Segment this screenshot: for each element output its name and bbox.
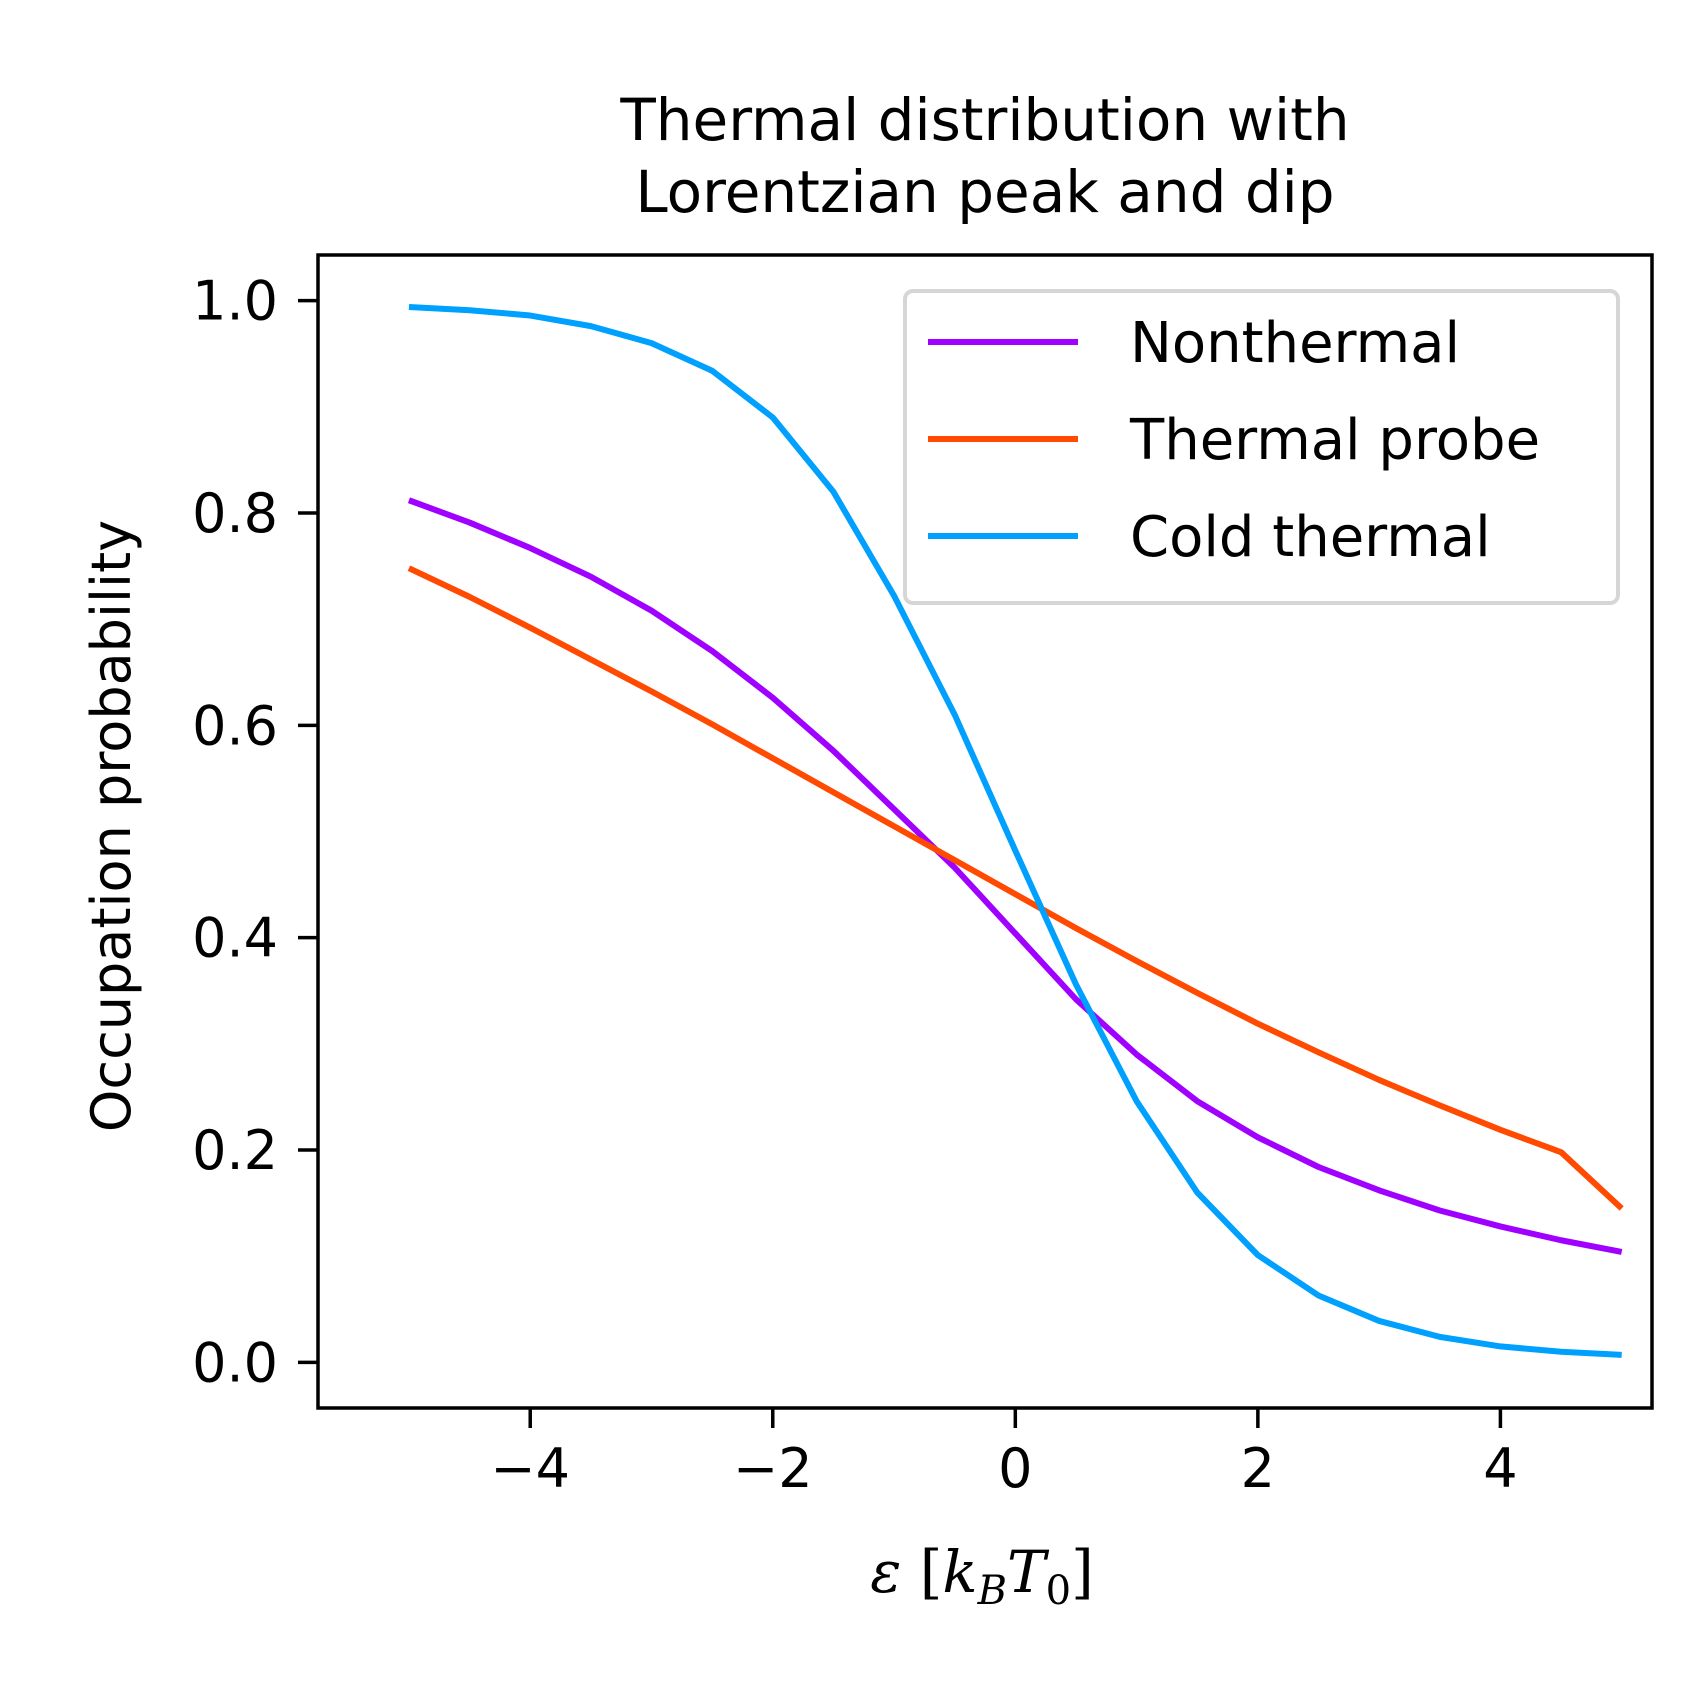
x-axis-label-k: k bbox=[942, 1538, 977, 1606]
series-line-nonthermal bbox=[407, 497, 1623, 1255]
x-tick-label: −2 bbox=[733, 1437, 813, 1500]
legend-label: Nonthermal bbox=[1130, 311, 1460, 376]
legend-label: Thermal probe bbox=[1129, 408, 1540, 473]
y-tick-label: 0.2 bbox=[192, 1119, 278, 1182]
plot-frame bbox=[316, 253, 1654, 1410]
legend: Nonthermal Thermal probe Cold thermal bbox=[903, 289, 1620, 605]
chart-title-line-1: Thermal distribution with bbox=[619, 86, 1349, 154]
legend-label: Cold thermal bbox=[1130, 505, 1491, 570]
y-tick-label: 0.8 bbox=[192, 482, 278, 545]
series-line-cold-thermal bbox=[408, 304, 1622, 1358]
x-tick-label: 2 bbox=[1241, 1437, 1275, 1500]
x-axis-label-epsilon: ε bbox=[870, 1538, 901, 1606]
y-tick-label: 0.6 bbox=[192, 694, 278, 757]
y-tick-label: 0.0 bbox=[192, 1331, 278, 1394]
series-line-thermal-probe bbox=[407, 565, 1624, 1211]
x-axis-label-close: ] bbox=[1071, 1538, 1094, 1606]
legend-frame bbox=[903, 289, 1620, 605]
x-axis-label-sub-zero: 0 bbox=[1046, 1568, 1071, 1614]
series-lines bbox=[407, 304, 1624, 1358]
axes: −4 −2 0 2 4 0.0 0.2 0.4 0.6 0.8 1.0 bbox=[192, 253, 1654, 1500]
y-tick-label: 1.0 bbox=[192, 270, 278, 333]
x-tick-label: 0 bbox=[998, 1437, 1032, 1500]
y-tick-label: 0.4 bbox=[192, 907, 278, 970]
x-axis-label-open: [ bbox=[901, 1538, 942, 1606]
chart-title-line-2: Lorentzian peak and dip bbox=[635, 158, 1334, 226]
x-tick-label: −4 bbox=[490, 1437, 570, 1500]
x-axis-label-sub-b: B bbox=[977, 1568, 1007, 1614]
y-axis-label: Occupation probability bbox=[80, 520, 143, 1132]
x-axis-label: ε [kBT0] bbox=[870, 1538, 1094, 1614]
x-axis-label-t: T bbox=[1007, 1538, 1050, 1606]
x-tick-label: 4 bbox=[1483, 1437, 1517, 1500]
